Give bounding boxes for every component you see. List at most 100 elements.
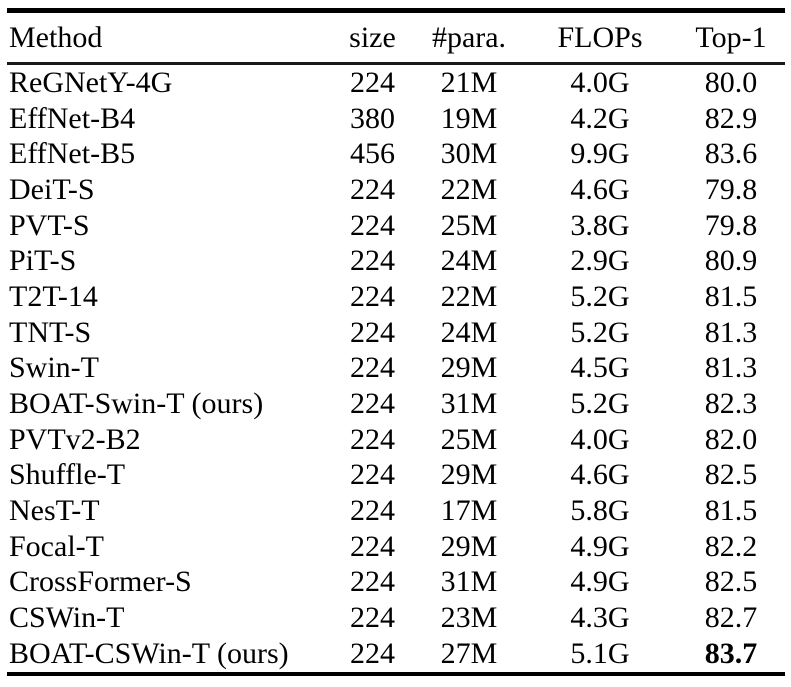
flops-cell: 5.2G	[570, 315, 630, 349]
method-cell: BOAT-Swin-T (ours)	[9, 387, 264, 421]
method-cell: ReGNetY-4G	[9, 65, 173, 99]
table-row: TNT-S 224 24M 5.2G 81.3	[7, 315, 785, 351]
size-cell: 224	[350, 279, 395, 313]
column-header-flops: FLOPs	[557, 20, 643, 54]
top1-cell: 82.7	[704, 601, 758, 635]
top1-cell: 80.0	[704, 65, 758, 99]
flops-cell: 2.9G	[570, 244, 630, 278]
size-cell: 224	[350, 172, 395, 206]
flops-cell: 5.2G	[570, 279, 630, 313]
results-table: Method size #para. FLOPs Top-1 ReGNetY-4…	[7, 8, 785, 676]
size-cell: 456	[350, 137, 395, 171]
params-cell: 24M	[440, 315, 498, 349]
size-cell: 380	[350, 101, 395, 135]
table-row: Swin-T 224 29M 4.5G 81.3	[7, 351, 785, 387]
flops-cell: 4.9G	[570, 565, 630, 599]
top1-cell: 82.5	[704, 565, 758, 599]
table-row: DeiT-S 224 22M 4.6G 79.8	[7, 172, 785, 208]
header-row: Method size #para. FLOPs Top-1	[7, 11, 785, 64]
top1-cell: 81.5	[704, 494, 758, 528]
flops-cell: 4.0G	[570, 422, 630, 456]
column-header-params: #para.	[431, 20, 507, 54]
table-row: EffNet-B5 456 30M 9.9G 83.6	[7, 136, 785, 172]
params-cell: 25M	[440, 208, 498, 242]
size-cell: 224	[350, 65, 395, 99]
params-cell: 22M	[440, 172, 498, 206]
method-cell: CSWin-T	[9, 601, 125, 635]
results-table-header: Method size #para. FLOPs Top-1	[7, 11, 785, 64]
params-cell: 31M	[440, 565, 498, 599]
table-row: CSWin-T 224 23M 4.3G 82.7	[7, 600, 785, 636]
top1-cell: 82.0	[704, 422, 758, 456]
method-cell: EffNet-B4	[9, 101, 136, 135]
size-cell: 224	[350, 208, 395, 242]
table-row: BOAT-Swin-T (ours) 224 31M 5.2G 82.3	[7, 386, 785, 422]
params-cell: 25M	[440, 422, 498, 456]
top1-cell: 82.9	[704, 101, 758, 135]
table-row: EffNet-B4 380 19M 4.2G 82.9	[7, 101, 785, 137]
table-row: PVT-S 224 25M 3.8G 79.8	[7, 208, 785, 244]
table-row: BOAT-CSWin-T (ours) 224 27M 5.1G 83.7	[7, 636, 785, 674]
flops-cell: 9.9G	[570, 137, 630, 171]
table-row: Shuffle-T 224 29M 4.6G 82.5	[7, 458, 785, 494]
size-cell: 224	[350, 458, 395, 492]
flops-cell: 4.6G	[570, 172, 630, 206]
table-row: T2T-14 224 22M 5.2G 81.5	[7, 279, 785, 315]
method-cell: TNT-S	[9, 315, 92, 349]
params-cell: 29M	[440, 351, 498, 385]
params-cell: 21M	[440, 65, 498, 99]
table-row: ReGNetY-4G 224 21M 4.0G 80.0	[7, 64, 785, 101]
table-row: PVTv2-B2 224 25M 4.0G 82.0	[7, 422, 785, 458]
flops-cell: 4.3G	[570, 601, 630, 635]
flops-cell: 5.8G	[570, 494, 630, 528]
size-cell: 224	[350, 315, 395, 349]
size-cell: 224	[350, 244, 395, 278]
table-row: Focal-T 224 29M 4.9G 82.2	[7, 529, 785, 565]
top1-cell: 81.5	[704, 279, 758, 313]
size-cell: 224	[350, 529, 395, 563]
top1-cell: 82.2	[704, 529, 758, 563]
flops-cell: 4.5G	[570, 351, 630, 385]
params-cell: 31M	[440, 387, 498, 421]
flops-cell: 4.6G	[570, 458, 630, 492]
top1-cell: 81.3	[704, 351, 758, 385]
flops-cell: 3.8G	[570, 208, 630, 242]
method-cell: PVTv2-B2	[9, 422, 141, 456]
column-header-size: size	[349, 20, 396, 54]
method-cell: NesT-T	[9, 494, 100, 528]
method-cell: PiT-S	[9, 244, 77, 278]
top1-cell: 79.8	[704, 172, 758, 206]
method-cell: Shuffle-T	[9, 458, 126, 492]
params-cell: 24M	[440, 244, 498, 278]
flops-cell: 4.2G	[570, 101, 630, 135]
method-cell: EffNet-B5	[9, 137, 136, 171]
size-cell: 224	[350, 601, 395, 635]
top1-cell: 79.8	[704, 208, 758, 242]
size-cell: 224	[350, 351, 395, 385]
method-cell: CrossFormer-S	[9, 565, 192, 599]
method-cell: T2T-14	[9, 279, 98, 313]
top1-cell: 82.5	[704, 458, 758, 492]
results-table-body: ReGNetY-4G 224 21M 4.0G 80.0 EffNet-B4 380 19M 4…	[7, 64, 785, 674]
top1-cell: 82.3	[704, 387, 758, 421]
params-cell: 22M	[440, 279, 498, 313]
params-cell: 29M	[440, 529, 498, 563]
method-cell: Focal-T	[9, 529, 104, 563]
method-cell: DeiT-S	[9, 172, 95, 206]
size-cell: 224	[350, 565, 395, 599]
flops-cell: 5.1G	[570, 636, 630, 670]
params-cell: 27M	[440, 636, 498, 670]
size-cell: 224	[350, 636, 395, 670]
table-row: NesT-T 224 17M 5.8G 81.5	[7, 493, 785, 529]
flops-cell: 4.9G	[570, 529, 630, 563]
table-row: CrossFormer-S 224 31M 4.9G 82.5	[7, 565, 785, 601]
params-cell: 23M	[440, 601, 498, 635]
size-cell: 224	[350, 422, 395, 456]
top1-cell: 81.3	[704, 315, 758, 349]
top1-cell: 83.6	[704, 137, 758, 171]
size-cell: 224	[350, 387, 395, 421]
top1-cell: 80.9	[704, 244, 758, 278]
size-cell: 224	[350, 494, 395, 528]
top1-cell: 83.7	[704, 636, 758, 670]
column-header-top1: Top-1	[695, 20, 767, 54]
